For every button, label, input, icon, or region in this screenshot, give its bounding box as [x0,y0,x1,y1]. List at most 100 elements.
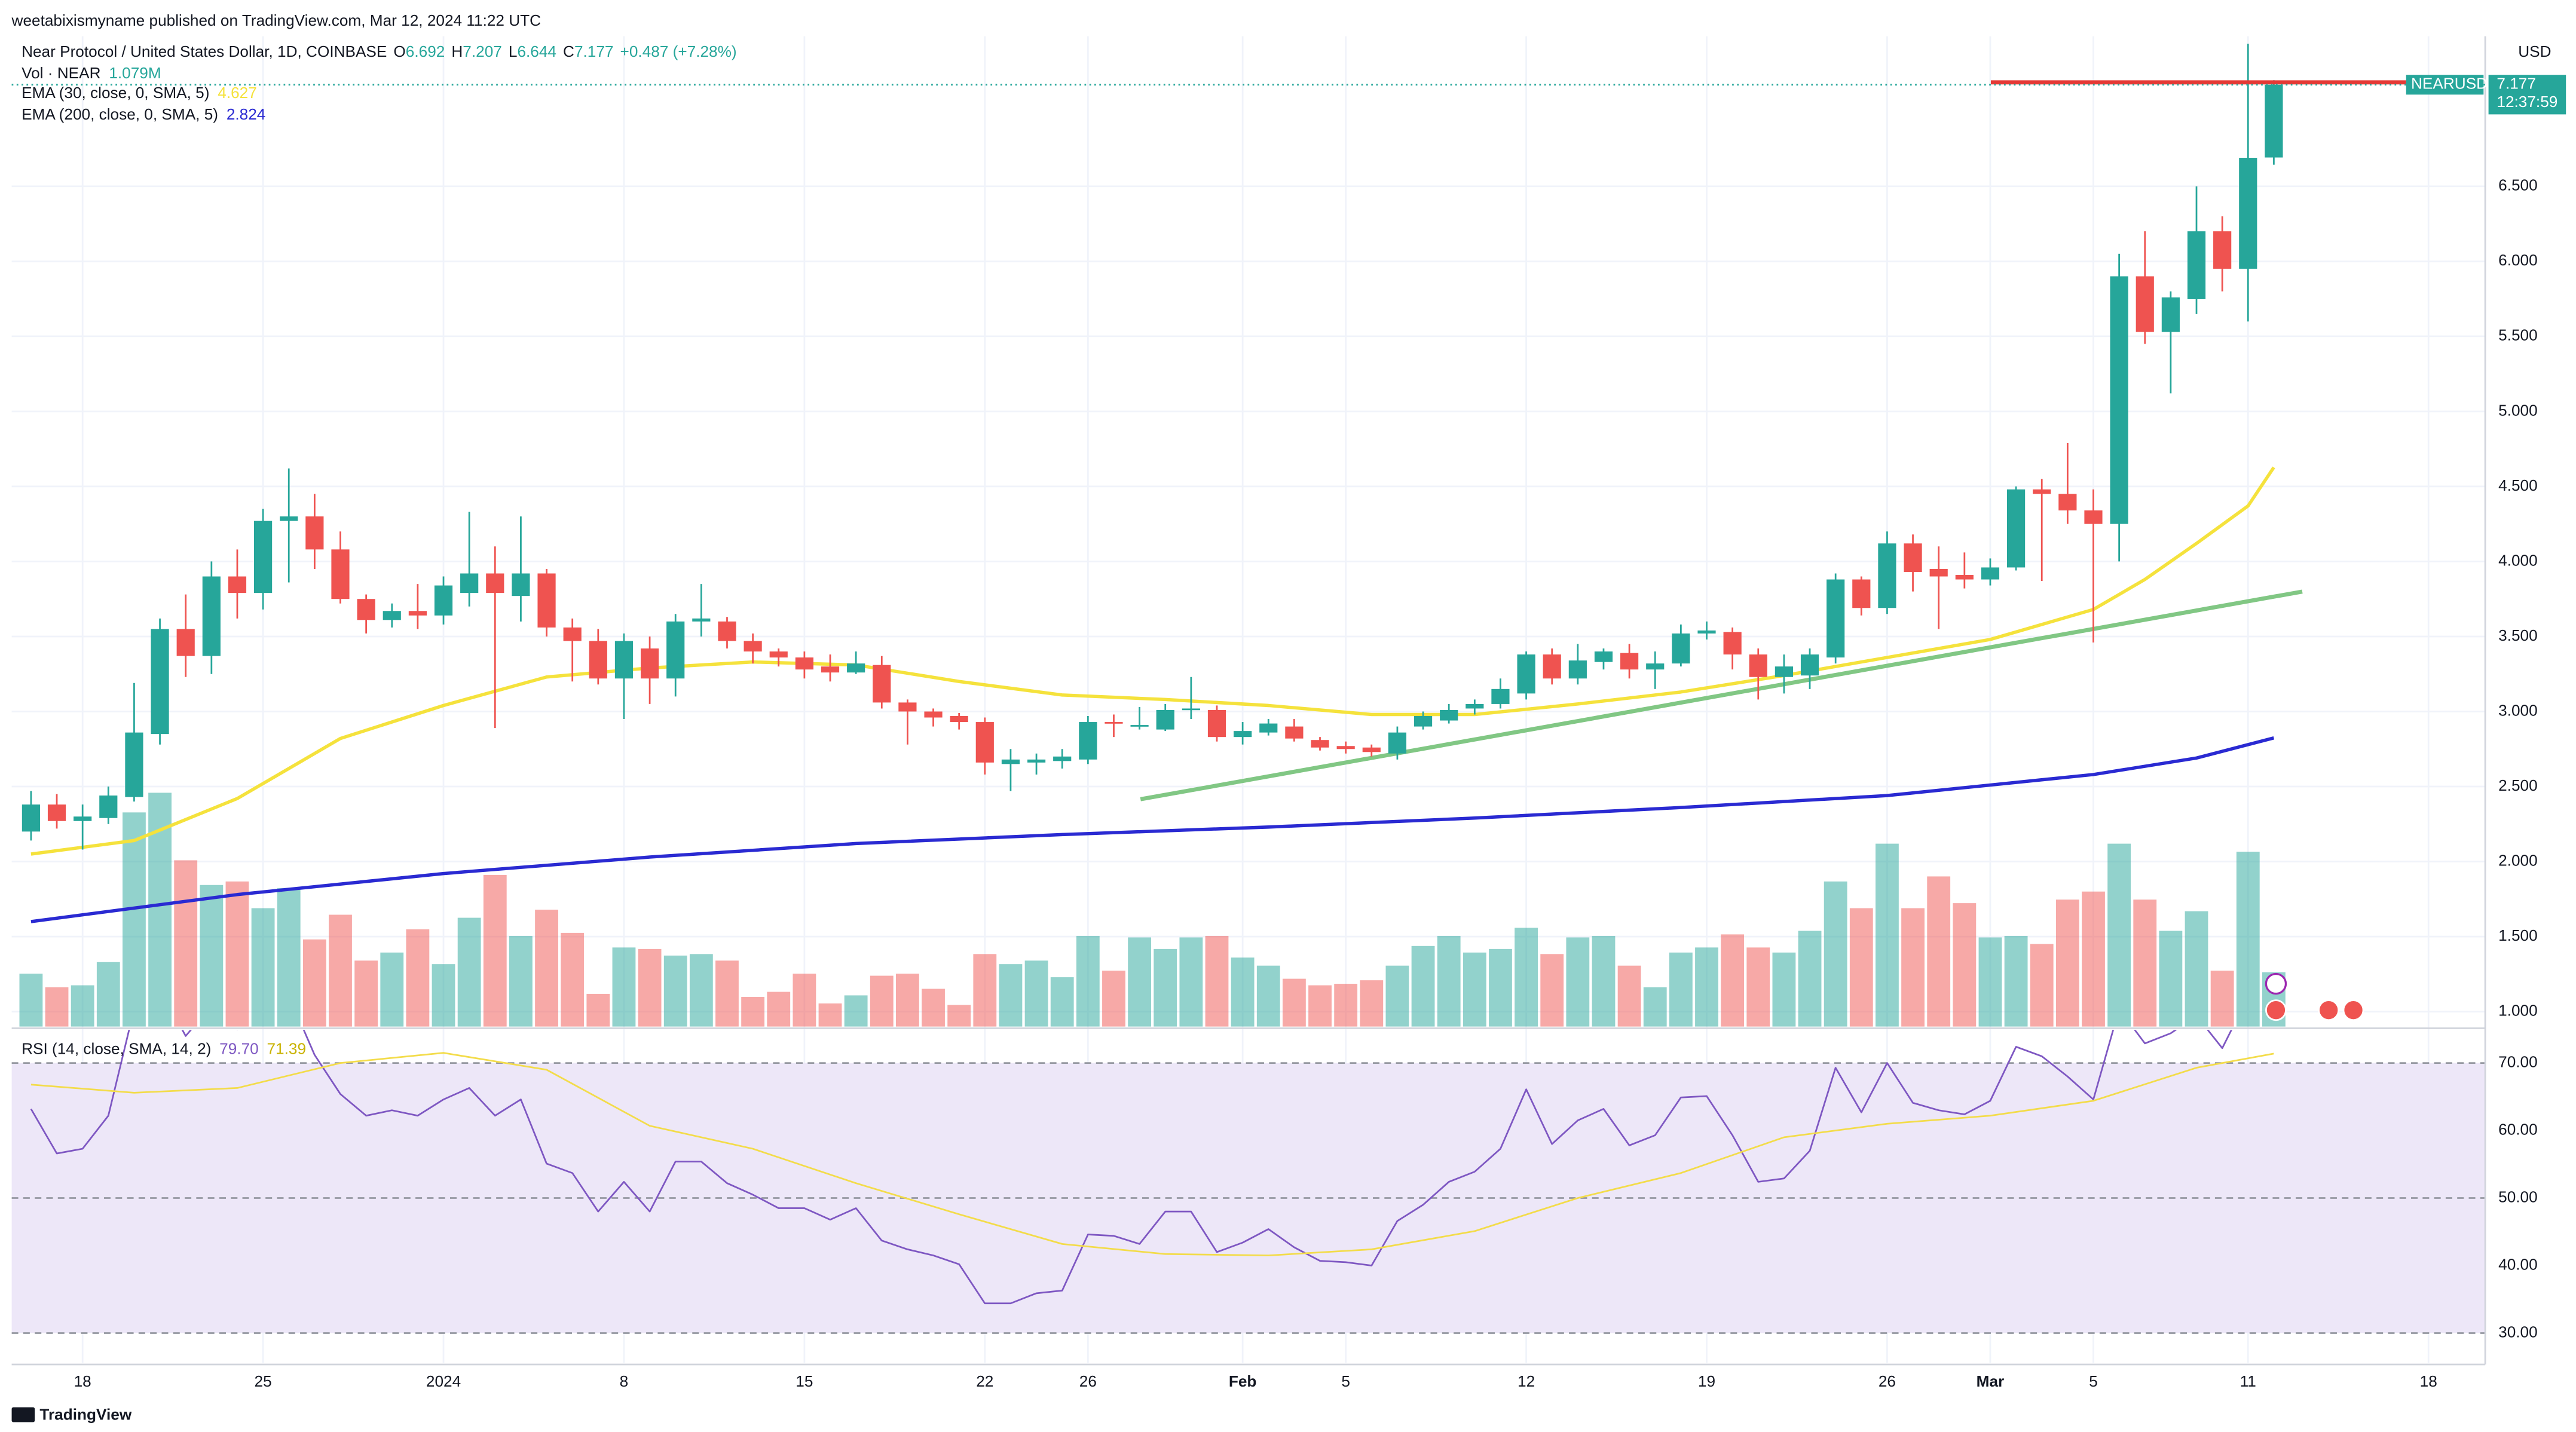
candle-body [718,621,736,641]
volume-bar [1669,952,1693,1027]
ema30-name: EMA (30, close, 0, SMA, 5) [22,84,209,102]
candle-body [1878,543,1896,608]
price-pane [22,44,2303,923]
candle-body [1517,654,1535,694]
ema-line [30,736,2275,923]
volume-bar [1360,980,1384,1027]
volume-bar [1231,957,1255,1027]
candle-body [1362,747,1381,752]
legend-ema30: EMA (30, close, 0, SMA, 5) 4.627 [22,84,257,102]
volume-bar [1927,876,1951,1027]
open-value: 6.692 [406,42,445,60]
candle-body [847,663,865,673]
candle-body [383,611,401,620]
y-tick-label: 40.00 [2498,1255,2538,1273]
candle-body [1388,732,1407,754]
candle-body [821,666,840,673]
volume-bar [1721,934,1745,1027]
legend-volume: Vol · NEAR 1.079M [22,64,161,82]
volume-bar [1308,985,1332,1027]
volume-bar [251,908,275,1027]
volume-bar [844,995,868,1027]
volume-bar [947,1005,971,1027]
volume-bar [354,960,378,1027]
x-tick-label: 25 [255,1372,272,1390]
event-icons [2265,972,2364,1021]
candle-body [537,573,556,628]
y-tick-label: 5.000 [2498,401,2538,419]
ticker-label: NEARUSD [2411,75,2488,93]
brand: TradingView [11,1405,132,1423]
volume-bar [2004,935,2028,1027]
brand-name: TradingView [39,1405,131,1423]
candle-body [1234,731,1252,738]
candle-body [434,585,453,616]
volume-bar [1566,937,1590,1027]
volume-bar [45,987,69,1027]
candle-body [1207,709,1226,738]
candle-body [2033,489,2051,494]
candle-body [74,816,92,821]
candle-body [47,804,66,821]
y-tick-label: 4.000 [2498,551,2538,569]
candle-body [486,573,504,593]
x-tick-label: Mar [1977,1372,2005,1390]
candle-body [950,716,968,723]
volume-bar [174,860,198,1027]
candle-body [1156,709,1174,730]
close-value: 7.177 [574,42,614,60]
y-tick-label: 3.000 [2498,701,2538,719]
icon [2265,972,2287,995]
candle-body [280,516,298,521]
icon [2318,999,2340,1021]
x-tick-label: 18 [2420,1372,2437,1390]
volume-bar [612,947,636,1027]
volume-bar [457,917,481,1027]
volume-value: 1.079M [109,64,161,82]
volume-bar [1385,965,1409,1027]
x-tick-label: Feb [1229,1372,1257,1390]
candle-body [176,629,195,656]
volume-bar [1024,960,1048,1027]
low-letter: L [509,42,518,60]
candle-body [1568,660,1587,679]
volume-bar [19,974,43,1027]
high-letter: H [451,42,463,60]
volume-bar [1695,947,1718,1027]
volume-bar [1901,908,1925,1027]
candle-body [151,629,169,735]
volume-bar [1746,947,1770,1027]
volume-bar [1179,937,1203,1027]
x-tick-label: 5 [2089,1372,2098,1390]
candle-body [769,651,788,658]
volume-bar [1282,978,1306,1027]
volume-bar [432,964,455,1027]
volume-bar [663,955,687,1027]
candle-body [1079,722,1097,760]
legend-ema200: EMA (200, close, 0, SMA, 5) 2.824 [22,105,265,123]
candle-body [1852,579,1871,608]
volume-bar [1076,935,1100,1027]
volume-bar [225,881,249,1027]
volume-bar [2107,843,2131,1027]
volume-bar [922,989,945,1027]
x-tick-label: 18 [74,1372,91,1390]
volume-bar [767,992,791,1027]
volume-bar [2030,944,2054,1027]
candle-body [357,599,375,620]
candle-body [1105,722,1123,724]
y-tick-label: 2.000 [2498,851,2538,869]
candle-body [2136,276,2154,332]
volume-bar [561,932,585,1027]
volume-bar [380,952,404,1027]
candle-body [1672,633,1690,664]
candle-body [228,576,247,593]
candle-body [640,648,659,679]
volume-bar [1978,937,2002,1027]
candle-body [1827,579,1845,658]
legend-symbol: Near Protocol / United States Dollar, 1D… [22,42,737,60]
close-letter: C [563,42,574,60]
candle-body [2006,489,2026,568]
candle-body [305,516,324,550]
